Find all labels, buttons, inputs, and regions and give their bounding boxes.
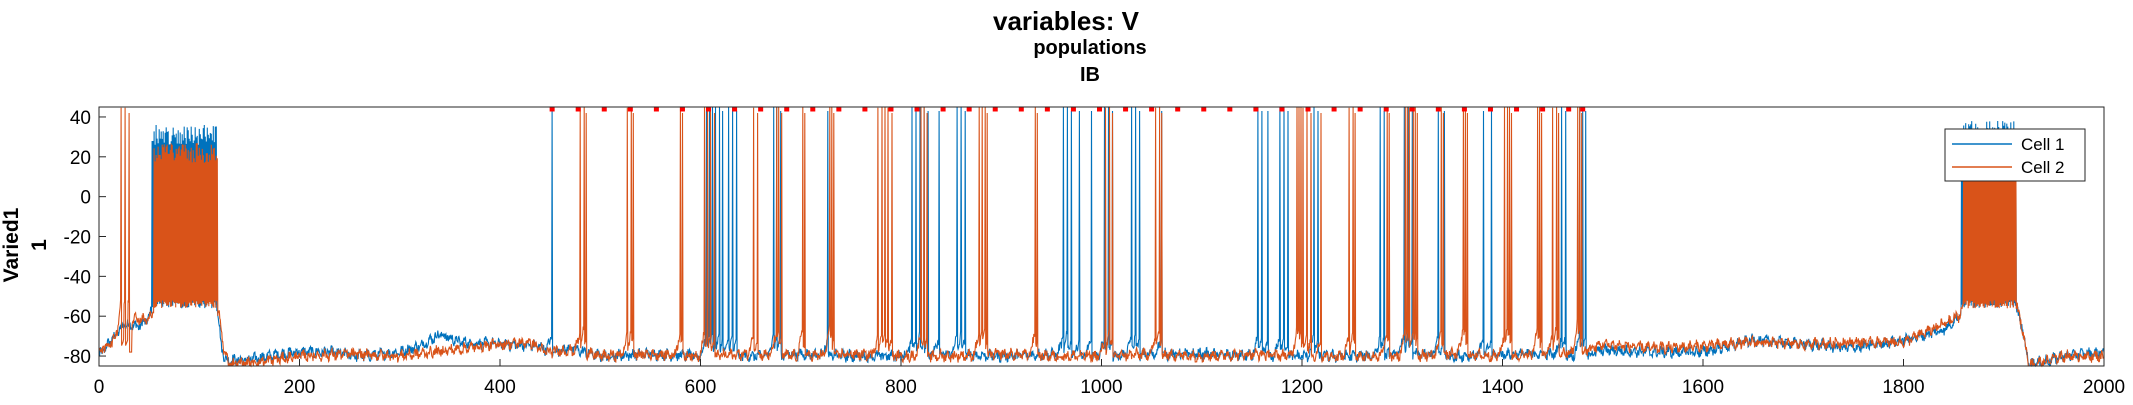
x-tick-label: 1000 [1080,377,1122,398]
raster-marker [862,106,868,112]
chart-subtitle-line-2: IB [1080,64,1100,86]
y-axis-label-line-1: Varied1 [0,207,23,282]
raster-marker [1540,106,1546,112]
legend-label-cell-2: Cell 2 [2021,158,2064,177]
x-tick-label: 600 [685,377,717,398]
series-line-cell-1 [98,106,2105,368]
raster-marker [549,106,555,112]
y-tick-label: 20 [70,148,91,169]
raster-marker [1383,106,1389,112]
raster-marker [1096,106,1102,112]
raster-marker [1070,106,1076,112]
raster-marker [1227,106,1233,112]
raster-marker [1123,106,1129,112]
raster-marker [888,106,894,112]
raster-marker [940,106,946,112]
x-tick-label: 1600 [1682,377,1724,398]
raster-marker [1566,106,1572,112]
x-tick-label: 800 [885,377,917,398]
raster-marker [706,106,712,112]
raster-marker [1461,106,1467,112]
raster-marker [1580,106,1586,112]
raster-marker [1357,106,1363,112]
raster-marker [810,106,816,112]
x-tick-label: 400 [484,377,516,398]
raster-marker [1044,106,1050,112]
x-tick-label: 2000 [2083,377,2125,398]
chart-title: variables: V [993,6,1140,36]
legend-label-cell-1: Cell 1 [2021,135,2064,154]
plot-area: 0 200 400 600 800 1000 1200 1400 1600 1800 2000-80… [64,106,2125,398]
raster-marker [653,106,659,112]
raster-marker [992,106,998,112]
raster-marker [679,106,685,112]
legend-box [1944,128,2086,182]
raster-marker [836,106,842,112]
y-tick-label: -40 [64,267,91,288]
raster-marker [1253,106,1259,112]
axes-box [98,106,2105,367]
y-axis-label-line-2: 1 [28,239,51,251]
x-tick-label: 1200 [1281,377,1323,398]
raster-marker [601,106,607,112]
series-line-cell-2 [98,106,2105,368]
raster-marker [1487,106,1493,112]
raster-marker [627,106,633,112]
y-tick-label: -60 [64,307,91,328]
x-tick-label: 0 [94,377,105,398]
raster-marker [1305,106,1311,112]
chart-subtitle-line-1: populations [1033,37,1146,59]
raster-marker [784,106,790,112]
x-tick-label: 1800 [1882,377,1924,398]
raster-marker [1175,106,1181,112]
raster-marker [1018,106,1024,112]
y-tick-label: 0 [80,188,91,209]
raster-marker [1201,106,1207,112]
raster-marker [1331,106,1337,112]
y-tick-label: -20 [64,228,91,249]
raster-marker [1435,106,1441,112]
y-tick-label: 40 [70,108,91,129]
raster-marker [1409,106,1415,112]
raster-marker [758,106,764,112]
raster-marker [575,106,581,112]
x-tick-label: 1400 [1481,377,1523,398]
raster-marker [1514,106,1520,112]
x-tick-label: 200 [284,377,316,398]
raster-marker [1279,106,1285,112]
raster-marker [914,106,920,112]
legend: Cell 1 Cell 2 [1944,128,2086,182]
y-tick-label: -80 [64,347,91,368]
raster-marker [1149,106,1155,112]
raster-marker [732,106,738,112]
raster-marker [966,106,972,112]
